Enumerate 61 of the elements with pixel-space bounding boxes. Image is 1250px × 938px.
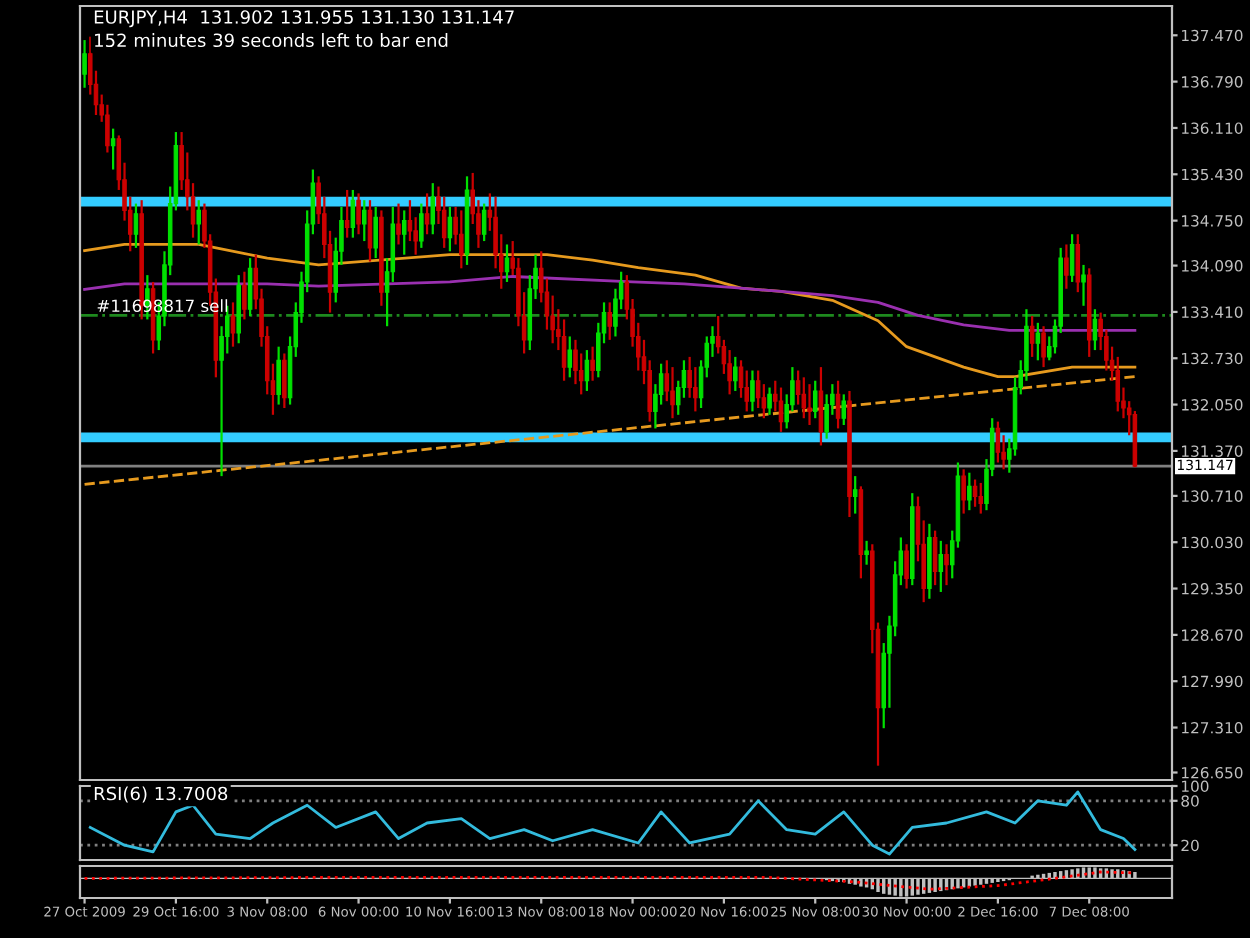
candlestick xyxy=(801,376,807,420)
candlestick xyxy=(812,379,818,420)
candlestick xyxy=(362,199,367,243)
chart-title: EURJPY,H4 131.902 131.955 131.130 131.147 xyxy=(94,10,514,28)
candlestick xyxy=(567,335,573,379)
candlestick xyxy=(590,345,595,382)
candlestick xyxy=(864,539,869,566)
candlestick xyxy=(755,369,761,410)
candlestick xyxy=(441,195,447,249)
chart-title: RSI(6) 13.7008 xyxy=(94,786,228,803)
candlestick xyxy=(481,202,487,243)
candlestick xyxy=(733,355,738,393)
candlestick xyxy=(852,475,858,515)
candlestick xyxy=(236,274,241,345)
candlestick xyxy=(841,393,847,427)
candlestick xyxy=(727,348,732,396)
candlestick xyxy=(282,352,287,410)
candlestick xyxy=(1075,233,1081,294)
candlestick xyxy=(133,202,139,249)
candlestick xyxy=(419,202,424,249)
candlestick xyxy=(230,301,236,348)
candlestick xyxy=(1041,325,1046,369)
text: 152 minutes 39 seconds left to bar end xyxy=(95,33,448,48)
candlestick xyxy=(110,127,116,171)
candlestick xyxy=(807,383,812,427)
candlestick xyxy=(967,471,972,512)
line-series xyxy=(83,243,1137,379)
candlestick xyxy=(344,188,350,239)
candlestick xyxy=(944,543,949,587)
candlestick xyxy=(504,243,510,284)
candlestick xyxy=(424,192,430,236)
candlestick xyxy=(350,188,356,239)
candlestick xyxy=(670,366,675,420)
candlestick xyxy=(573,338,578,386)
candlestick xyxy=(1035,321,1041,362)
candlestick xyxy=(1064,243,1069,290)
candlestick xyxy=(276,345,281,406)
candlestick xyxy=(767,386,772,416)
candlestick xyxy=(356,192,361,236)
candlestick xyxy=(1069,233,1075,284)
candlestick xyxy=(978,481,984,515)
line-series xyxy=(88,790,1137,856)
candlestick xyxy=(1081,263,1086,307)
candlestick xyxy=(607,301,612,341)
candlestick xyxy=(430,182,436,236)
candlestick xyxy=(82,38,87,89)
candlestick xyxy=(401,209,407,256)
candlestick xyxy=(1029,314,1035,358)
candlestick xyxy=(1115,355,1121,413)
candlestick xyxy=(459,209,464,270)
candlestick xyxy=(750,369,755,413)
candlestick xyxy=(904,543,909,590)
candlestick xyxy=(396,202,401,246)
candlestick xyxy=(1092,308,1098,352)
candlestick xyxy=(367,199,373,263)
candlestick xyxy=(242,270,247,321)
candlestick xyxy=(105,103,110,154)
candlestick xyxy=(961,468,966,515)
candlestick xyxy=(373,205,378,260)
candlestick xyxy=(196,199,202,246)
candlestick xyxy=(938,539,944,594)
